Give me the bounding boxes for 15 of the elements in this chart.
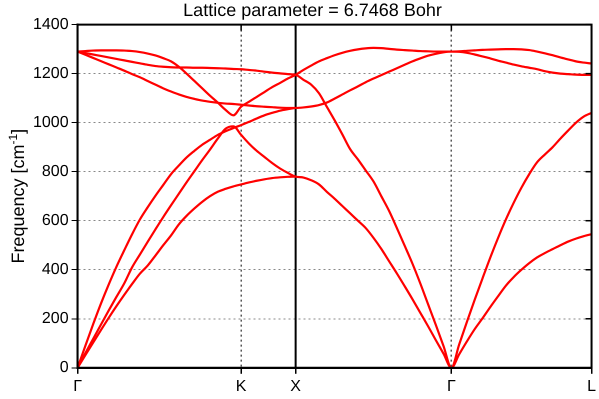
chart-title: Lattice parameter = 6.7468 Bohr (183, 0, 442, 20)
y-tick-label: 1400 (33, 16, 69, 34)
x-tick-label: Γ (73, 378, 82, 395)
x-tick-label: Γ (446, 378, 456, 395)
x-tick-label: K (236, 378, 247, 395)
y-tick-label: 0 (60, 359, 69, 376)
y-tick-label: 400 (42, 261, 69, 278)
y-tick-label: 800 (42, 163, 69, 180)
x-tick-label: X (290, 378, 302, 395)
y-tick-label: 600 (42, 212, 69, 230)
y-tick-label: 1000 (33, 114, 69, 132)
y-tick-label: 200 (42, 310, 69, 328)
y-axis-title: Frequency [cm-1] (6, 128, 28, 264)
y-tick-label: 1200 (33, 65, 69, 82)
x-tick-label: L (587, 378, 596, 395)
